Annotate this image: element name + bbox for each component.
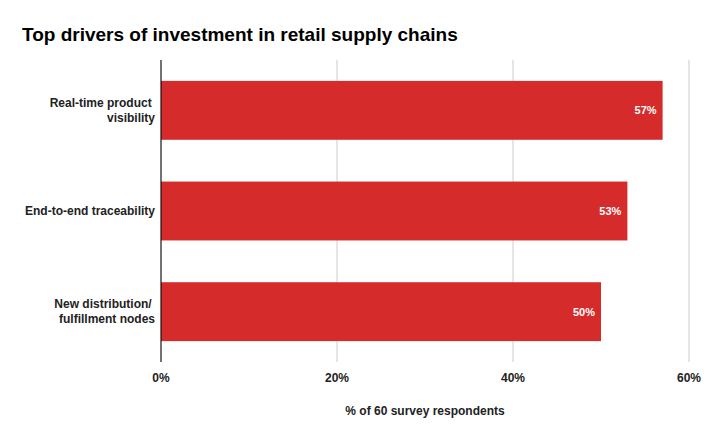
category-label: Real-time product visibility <box>50 96 156 125</box>
category-label: New distribution/ fulfillment nodes <box>54 297 155 326</box>
category-label-line: Real-time product <box>50 96 155 110</box>
bar <box>161 282 601 341</box>
data-label: 57% <box>635 104 657 116</box>
axis-line <box>161 60 162 362</box>
grid <box>161 60 689 362</box>
tick-label: 0% <box>152 371 170 385</box>
tick-label: 40% <box>501 371 525 385</box>
category-label-line: fulfillment nodes <box>59 312 155 326</box>
category-label: End-to-end traceability <box>25 204 155 218</box>
chart-svg: Top drivers of investment in retail supp… <box>0 0 712 440</box>
axis-title: % of 60 survey respondents <box>345 404 505 418</box>
category-label-line: New distribution/ <box>54 297 155 311</box>
category-label-line: visibility <box>107 111 155 125</box>
category-label-line: End-to-end traceability <box>25 204 155 218</box>
data-label: 50% <box>573 306 595 318</box>
data-label: 53% <box>599 205 621 217</box>
tick-label: 20% <box>325 371 349 385</box>
grid-line <box>689 60 690 362</box>
grid-line <box>161 60 162 362</box>
tick-label: 60% <box>677 371 701 385</box>
bar <box>161 81 663 140</box>
bars <box>161 81 663 341</box>
title: Top drivers of investment in retail supp… <box>22 24 458 45</box>
bar <box>161 182 627 241</box>
chart-container: Top drivers of investment in retail supp… <box>0 0 712 440</box>
